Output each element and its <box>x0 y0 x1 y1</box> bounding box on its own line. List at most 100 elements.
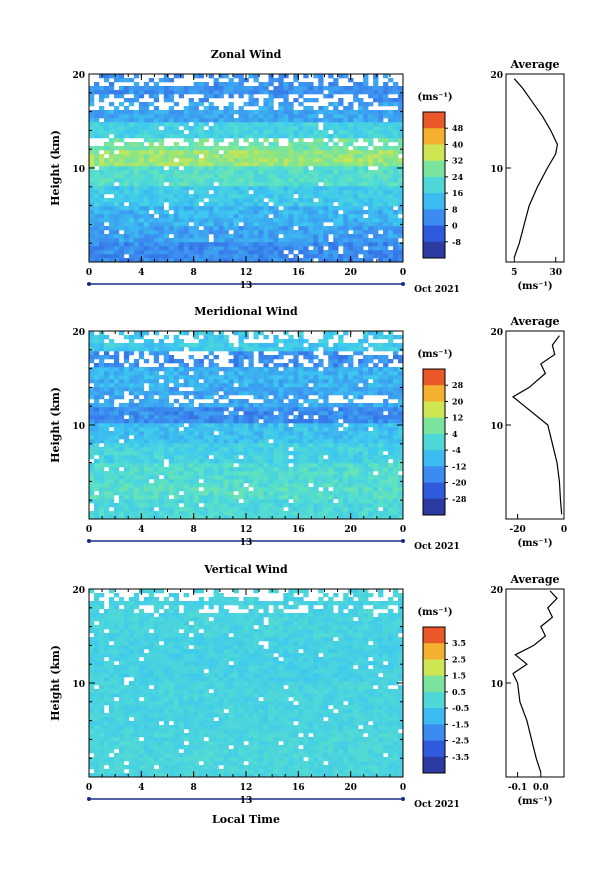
heatmap-cell <box>398 218 404 223</box>
heatmap-cell <box>188 379 194 384</box>
heatmap-cell <box>138 415 145 420</box>
heatmap-cell <box>253 190 259 195</box>
heatmap-cell <box>228 150 234 155</box>
heatmap-cell <box>168 154 175 159</box>
heatmap-cell <box>368 435 374 440</box>
heatmap-cell <box>288 206 294 211</box>
heatmap-cell <box>228 218 234 223</box>
heatmap-cell <box>103 435 110 440</box>
heatmap-cell <box>268 383 274 388</box>
heatmap-cell <box>288 435 294 440</box>
heatmap-cell <box>348 238 354 243</box>
heatmap-cell <box>318 511 324 516</box>
heatmap-cell <box>138 403 145 408</box>
heatmap-cell <box>288 407 294 412</box>
heatmap-1 <box>89 331 404 520</box>
heatmap-cell <box>303 451 309 456</box>
heatmap-cell <box>273 427 279 432</box>
heatmap-cell <box>393 507 399 512</box>
heatmap-cell <box>328 182 334 187</box>
heatmap-cell <box>163 387 170 392</box>
heatmap-cell <box>173 110 180 115</box>
heatmap-cell <box>89 238 95 243</box>
heatmap-cell <box>328 118 334 123</box>
heatmap-cell <box>328 387 334 392</box>
heatmap-cell <box>378 463 384 468</box>
heatmap-cell <box>118 174 125 179</box>
heatmap-cell <box>153 475 160 480</box>
heatmap-cell <box>353 206 359 211</box>
heatmap-cell <box>148 379 155 384</box>
heatmap-cell <box>89 202 95 207</box>
heatmap-cell <box>128 254 135 259</box>
heatmap-cell <box>213 250 219 255</box>
heatmap-cell <box>338 435 344 440</box>
heatmap-cell <box>293 230 299 235</box>
heatmap-cell <box>393 234 399 239</box>
heatmap-cell <box>198 206 204 211</box>
heatmap-cell <box>153 126 160 131</box>
heatmap-cell <box>328 479 334 484</box>
heatmap-cell <box>373 134 379 139</box>
heatmap-cell <box>268 82 274 87</box>
heatmap-cell <box>238 226 244 231</box>
heatmap-cell <box>153 158 160 163</box>
heatmap-cell <box>203 250 209 255</box>
heatmap-cell <box>303 399 309 404</box>
heatmap-cell <box>303 150 309 155</box>
heatmap-cell <box>338 471 344 476</box>
heatmap-cell <box>273 423 279 428</box>
heatmap-cell <box>208 154 214 159</box>
heatmap-cell <box>393 150 399 155</box>
heatmap-cell <box>108 182 115 187</box>
heatmap-cell <box>238 82 244 87</box>
heatmap-cell <box>148 198 155 203</box>
heatmap-cell <box>298 222 304 227</box>
heatmap-cell <box>353 114 359 119</box>
heatmap-cell <box>138 483 145 488</box>
heatmap-cell <box>163 230 170 235</box>
heatmap-cell <box>118 86 125 91</box>
heatmap-cell <box>123 511 130 516</box>
heatmap-cell <box>133 507 140 512</box>
heatmap-cell <box>93 114 100 119</box>
heatmap-cell <box>358 206 364 211</box>
heatmap-cell <box>108 515 115 520</box>
heatmap-cell <box>93 230 100 235</box>
heatmap-cell <box>203 495 209 500</box>
heatmap-cell <box>128 218 135 223</box>
heatmap-cell <box>318 222 324 227</box>
heatmap-cell <box>98 419 105 424</box>
heatmap-cell <box>223 491 229 496</box>
heatmap-cell <box>273 515 279 520</box>
heatmap-cell <box>103 202 110 207</box>
heatmap-cell <box>383 226 389 231</box>
heatmap-cell <box>183 118 189 123</box>
heatmap-cell <box>303 110 309 115</box>
heatmap-cell <box>188 166 194 171</box>
heatmap-cell <box>378 166 384 171</box>
heatmap-cell <box>158 258 165 263</box>
heatmap-cell <box>333 190 339 195</box>
heatmap-cell <box>98 459 105 464</box>
heatmap-cell <box>263 435 269 440</box>
heatmap-cell <box>343 138 349 143</box>
heatmap-cell <box>228 242 234 247</box>
heatmap-cell <box>288 162 294 167</box>
heatmap-cell <box>298 226 304 231</box>
heatmap-cell <box>208 475 214 480</box>
heatmap-cell <box>323 423 329 428</box>
heatmap-cell <box>248 495 254 500</box>
heatmap-cell <box>333 379 339 384</box>
heatmap-cell <box>168 507 175 512</box>
heatmap-cell <box>193 210 199 215</box>
heatmap-cell <box>113 186 120 191</box>
heatmap-cell <box>393 134 399 139</box>
heatmap-cell <box>133 367 140 372</box>
heatmap-cell <box>228 158 234 163</box>
heatmap-cell <box>318 230 324 235</box>
heatmap-cell <box>338 190 344 195</box>
heatmap-cell <box>268 435 274 440</box>
heatmap-cell <box>158 142 165 147</box>
heatmap-cell <box>143 250 150 255</box>
